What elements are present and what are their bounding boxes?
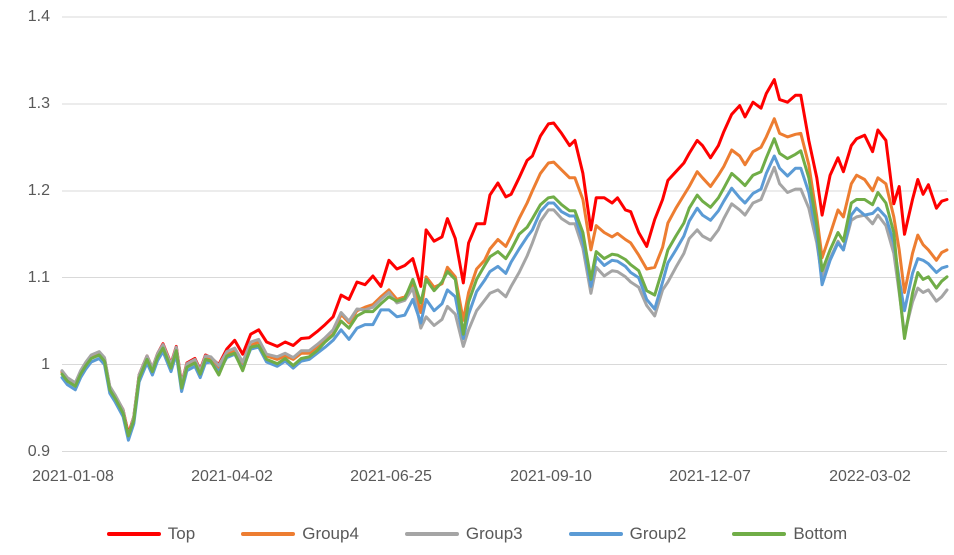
legend-label: Top xyxy=(167,524,196,543)
y-tick-label: 1.2 xyxy=(27,182,50,199)
series-line-group4[interactable] xyxy=(60,117,949,437)
series-line-bottom[interactable] xyxy=(60,137,949,438)
legend-label: Group2 xyxy=(629,524,687,543)
legend: Top Group4 Group3 Group2 Bottom xyxy=(0,524,954,544)
y-tick-label: 1.4 xyxy=(27,8,50,25)
legend-item-group2[interactable]: Group2 xyxy=(568,524,687,544)
legend-line-swatch-blue xyxy=(568,532,623,536)
x-tick-label: 2022-03-02 xyxy=(829,468,911,485)
x-tick-label: 2021-12-07 xyxy=(669,468,751,485)
x-tick-label: 2021-09-10 xyxy=(510,468,592,485)
y-tick-label: 1 xyxy=(41,356,50,373)
legend-line-swatch-green xyxy=(732,532,787,536)
legend-line-swatch-gray xyxy=(404,532,459,536)
legend-label: Bottom xyxy=(793,524,848,543)
x-tick-label: 2021-06-25 xyxy=(350,468,432,485)
legend-label: Group4 xyxy=(302,524,359,543)
y-tick-label: 1.1 xyxy=(27,269,50,286)
legend-line-swatch-red xyxy=(106,532,161,536)
series-line-group3[interactable] xyxy=(60,165,949,440)
series-line-group2[interactable] xyxy=(60,154,949,442)
y-tick-label: 0.9 xyxy=(27,443,50,460)
legend-item-group3[interactable]: Group3 xyxy=(404,524,523,544)
legend-item-top[interactable]: Top xyxy=(106,524,196,544)
legend-line-swatch-orange xyxy=(241,532,296,536)
legend-item-bottom[interactable]: Bottom xyxy=(732,524,847,544)
x-tick-label: 2021-04-02 xyxy=(191,468,273,485)
legend-label: Group3 xyxy=(465,524,523,543)
legend-item-group4[interactable]: Group4 xyxy=(241,524,359,544)
x-tick-label: 2021-01-08 xyxy=(32,468,114,485)
y-tick-label: 1.3 xyxy=(27,95,50,112)
